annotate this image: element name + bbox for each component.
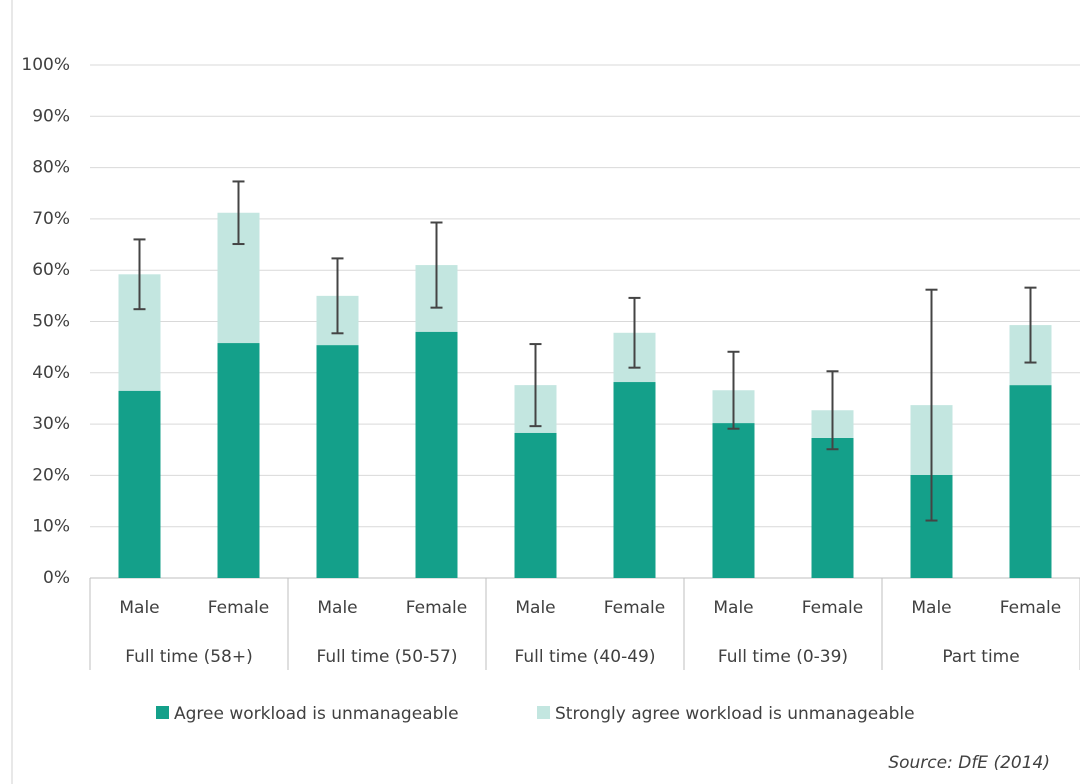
error-bar [133,238,146,311]
y-tick-label: 10% [32,517,70,537]
x-tick-label: Female [406,598,467,618]
y-tick-label: 20% [32,465,70,485]
x-tick-label: Female [208,598,269,618]
group-label: Full time (40-49) [515,647,656,667]
y-tick-label: 100% [21,55,70,75]
legend-swatch [156,706,169,719]
error-bar [331,257,344,335]
x-tick-label: Female [1000,598,1061,618]
group-label: Full time (50-57) [317,647,458,667]
y-tick-label: 40% [32,363,70,383]
x-tick-label: Male [515,598,555,618]
x-tick-label: Male [119,598,159,618]
x-tick-label: Male [713,598,753,618]
y-tick-label: 50% [32,312,70,332]
error-bar [232,180,245,246]
error-bar [628,296,641,369]
error-bar [430,221,443,309]
error-bar [925,288,938,522]
legend-swatch [537,706,550,719]
bar-segment [712,423,755,578]
y-tick-label: 30% [32,414,70,434]
bar-segment [217,343,260,578]
group-label: Full time (0-39) [718,647,848,667]
legend-label: Agree workload is unmanageable [174,704,459,724]
group-label: Part time [942,647,1019,667]
legend-label: Strongly agree workload is unmanageable [555,704,915,724]
x-tick-label: Female [604,598,665,618]
bar-segment [1009,385,1052,578]
bar-segment [613,382,656,578]
error-bar [529,343,542,428]
group-label: Full time (58+) [125,647,252,667]
x-tick-label: Male [911,598,951,618]
source-note: Source: DfE (2014) [888,753,1050,773]
bar-segment [415,331,458,578]
y-tick-label: 0% [43,568,70,588]
bar-segment [514,432,557,578]
bar-segment [316,345,359,578]
x-tick-label: Male [317,598,357,618]
error-bar [1024,286,1037,364]
y-tick-label: 70% [32,209,70,229]
error-bar [826,370,839,451]
y-tick-label: 80% [32,158,70,178]
y-tick-label: 90% [32,106,70,126]
y-tick-label: 60% [32,260,70,280]
error-bar [727,350,740,430]
bar-segment [118,390,161,578]
bar-segment [811,437,854,578]
x-tick-label: Female [802,598,863,618]
